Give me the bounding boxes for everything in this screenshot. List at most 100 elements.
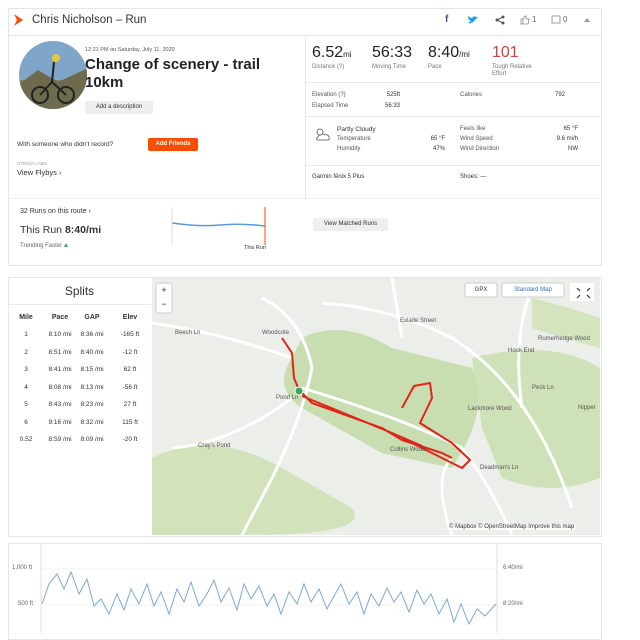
- divider: [8, 304, 151, 305]
- stat-value: 6.52mi: [312, 44, 352, 62]
- trend-text: Trending Faster: [20, 243, 63, 249]
- map-place: Cray's Pond: [198, 443, 231, 449]
- map-place: Pond Ln: [276, 395, 299, 401]
- secondary-label: Elapsed Time: [312, 103, 349, 109]
- splits-header: Elev: [122, 314, 138, 321]
- splits-cell: 1: [24, 331, 28, 338]
- divider: [305, 82, 600, 83]
- stat-unit: mi: [343, 50, 352, 59]
- splits-header: Pace: [51, 314, 69, 321]
- stat-label: Tough Relative Effort: [492, 64, 532, 77]
- secondary-value: 792: [554, 92, 565, 98]
- stat-number: 8:40: [428, 44, 460, 61]
- splits-header: Mile: [19, 314, 33, 321]
- twitter-share[interactable]: [467, 15, 479, 25]
- avatar: [19, 41, 87, 109]
- stat-unit: /mi: [459, 50, 470, 59]
- splits-cell: 8:32 /mi: [80, 418, 104, 426]
- profile-chart: [40, 544, 498, 633]
- weather-value: NW: [568, 146, 578, 152]
- weather-label: Feels like: [460, 126, 486, 132]
- map-place: Exlade Street: [400, 318, 437, 324]
- splits-cell: -12 ft: [122, 348, 138, 356]
- add-friends-button[interactable]: Add Friends: [148, 138, 198, 151]
- strava-logo: [14, 14, 23, 26]
- stat-label: Distance (?): [312, 64, 345, 70]
- splits-cell: 8:41 /mi: [48, 366, 72, 373]
- splits-cell: 8:51 /mi: [48, 348, 72, 356]
- with-someone-text: With someone who didn't record?: [17, 141, 114, 148]
- comment-icon[interactable]: [551, 15, 561, 25]
- splits-cell: 8:43 /mi: [48, 401, 72, 408]
- splits-cell: 8:09 /mi: [80, 436, 104, 443]
- weather-label: Wind Speed: [460, 136, 493, 142]
- splits-cell: 4: [24, 383, 28, 391]
- stat-number: 56:33: [372, 44, 413, 61]
- secondary-label: Calories: [460, 92, 483, 98]
- map-place: Deadman's Ln: [480, 465, 519, 471]
- splits-cell: 8:08 /mi: [48, 383, 72, 391]
- secondary-value: 525ft: [386, 92, 400, 98]
- route-runs[interactable]: 32 Runs on this route ›: [20, 208, 91, 215]
- splits-cell: 0.52: [19, 436, 33, 443]
- splits-cell: 6: [24, 418, 28, 426]
- stat-value: 8:40/mi: [428, 44, 470, 62]
- divider: [305, 116, 600, 117]
- map-place: Peck Ln: [532, 385, 554, 391]
- zoom-in[interactable]: +: [161, 285, 167, 295]
- splits-cell: -56 ft: [122, 383, 138, 391]
- map-style[interactable]: Standard Map: [514, 287, 552, 293]
- splits-cell: 115 ft: [122, 418, 138, 426]
- divider: [305, 165, 600, 166]
- this-run-label: This Run: [20, 224, 63, 236]
- activity-datetime: 12:21 PM on Saturday, July 11, 2020: [85, 47, 175, 53]
- stat-label: Pace: [428, 64, 442, 70]
- gpx-download[interactable]: GPX: [474, 287, 488, 293]
- share-button[interactable]: [495, 15, 505, 25]
- view-flybys[interactable]: View Flybys ›: [17, 168, 62, 177]
- map[interactable]: [152, 278, 600, 535]
- map-place: Beech Ln: [175, 330, 201, 336]
- splits-cell: 5: [24, 401, 28, 408]
- divider: [8, 198, 600, 199]
- shoes: Shoes: —: [460, 174, 487, 180]
- this-run-pace: 8:40/mi: [64, 224, 102, 236]
- left-axis-label: 1,000 ft: [12, 565, 33, 571]
- weather-label: Humidity: [337, 146, 361, 152]
- view-matched-runs[interactable]: View Matched Runs: [313, 218, 388, 231]
- weather-value: 47%: [432, 146, 445, 152]
- this-run: This Run 8:40/mi: [20, 224, 101, 236]
- secondary-label: Elevation (?): [312, 92, 346, 98]
- trend: Trending Faster: [20, 243, 68, 249]
- weather-label: Temperature: [337, 136, 371, 142]
- splits-cell: 8:23 /mi: [80, 401, 104, 408]
- map-attribution: © Mapbox © OpenStreetMap Improve this ma…: [447, 524, 577, 530]
- facebook-share[interactable]: f: [445, 14, 449, 25]
- splits-cell: 8:13 /mi: [80, 383, 104, 391]
- weather-value: 65 °F: [430, 136, 445, 142]
- splits-cell: -20 ft: [122, 436, 138, 443]
- map-place: Lackmore Wood: [468, 406, 512, 412]
- device: Garmin fēnix 5 Plus: [312, 174, 365, 180]
- map-place: Nipper: [578, 405, 596, 411]
- splits-cell: -165 ft: [120, 331, 140, 338]
- trend-arrow: [63, 243, 68, 247]
- labs-label: STRAVA LABS: [17, 161, 47, 166]
- kudos-count: 1: [532, 15, 537, 24]
- route-chart-label: This Run: [244, 245, 267, 251]
- right-axis-label: 8:20/mi: [503, 601, 523, 607]
- secondary-value: 56:33: [384, 103, 400, 109]
- weather-icon: [316, 128, 330, 141]
- splits-cell: 8:15 /mi: [80, 366, 104, 373]
- profile-card: [8, 543, 602, 640]
- splits-header: GAP: [84, 314, 100, 321]
- add-description-button[interactable]: Add a description: [85, 101, 153, 114]
- collapse-button[interactable]: [583, 17, 591, 23]
- weather-value: 9.6 mi/h: [556, 136, 578, 142]
- right-axis-label: 6:40/mi: [503, 565, 523, 571]
- kudos-icon[interactable]: [520, 15, 530, 25]
- weather-condition: Partly Cloudy: [337, 126, 376, 133]
- zoom-out[interactable]: −: [161, 299, 167, 309]
- splits-cell: 27 ft: [123, 401, 137, 408]
- stat-label: Moving Time: [372, 64, 407, 70]
